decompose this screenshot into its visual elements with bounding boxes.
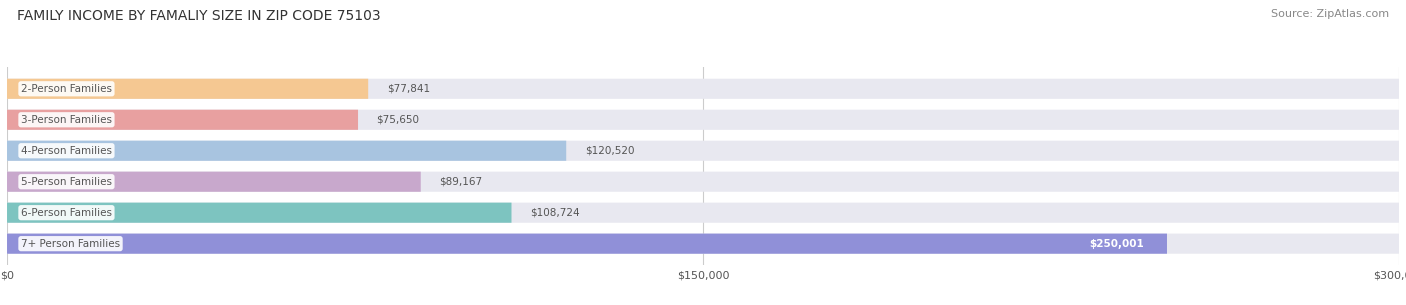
FancyBboxPatch shape — [7, 203, 1399, 223]
FancyBboxPatch shape — [7, 172, 1399, 192]
Text: Source: ZipAtlas.com: Source: ZipAtlas.com — [1271, 9, 1389, 19]
FancyBboxPatch shape — [7, 234, 1167, 254]
Text: $108,724: $108,724 — [530, 208, 579, 218]
FancyBboxPatch shape — [7, 172, 420, 192]
FancyBboxPatch shape — [7, 110, 359, 130]
Text: 7+ Person Families: 7+ Person Families — [21, 239, 120, 249]
FancyBboxPatch shape — [7, 141, 567, 161]
Text: 5-Person Families: 5-Person Families — [21, 177, 112, 187]
FancyBboxPatch shape — [7, 110, 1399, 130]
Text: 6-Person Families: 6-Person Families — [21, 208, 112, 218]
FancyBboxPatch shape — [7, 234, 1399, 254]
FancyBboxPatch shape — [7, 141, 1399, 161]
Text: $89,167: $89,167 — [439, 177, 482, 187]
Text: $75,650: $75,650 — [377, 115, 419, 125]
FancyBboxPatch shape — [7, 79, 1399, 99]
Text: 4-Person Families: 4-Person Families — [21, 146, 112, 156]
FancyBboxPatch shape — [7, 79, 368, 99]
Text: FAMILY INCOME BY FAMALIY SIZE IN ZIP CODE 75103: FAMILY INCOME BY FAMALIY SIZE IN ZIP COD… — [17, 9, 381, 23]
Text: $120,520: $120,520 — [585, 146, 634, 156]
Text: $77,841: $77,841 — [387, 84, 430, 94]
FancyBboxPatch shape — [7, 203, 512, 223]
Text: 2-Person Families: 2-Person Families — [21, 84, 112, 94]
Text: 3-Person Families: 3-Person Families — [21, 115, 112, 125]
Text: $250,001: $250,001 — [1090, 239, 1144, 249]
